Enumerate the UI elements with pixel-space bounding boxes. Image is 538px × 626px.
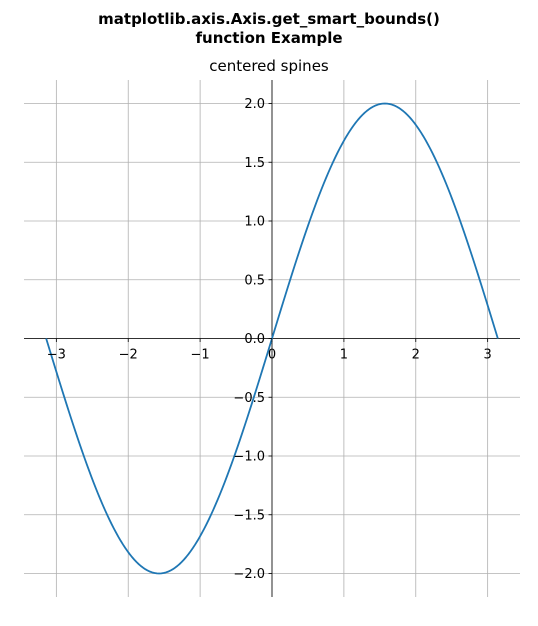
y-tick-label: −1.0 <box>233 450 265 465</box>
x-tick-label: 2 <box>412 348 420 363</box>
x-tick-label: 1 <box>340 348 348 363</box>
y-tick-label: 1.0 <box>244 215 265 230</box>
y-tick-label: 2.0 <box>244 97 265 112</box>
y-tick-label: −2.0 <box>233 567 265 582</box>
y-tick-label: 0.0 <box>244 332 265 347</box>
x-tick-label: −2 <box>119 348 138 363</box>
y-tick-layer: −2.0 −1.5 −1.0 −0.5 0.0 0.5 1.0 1.5 2.0 <box>233 97 272 582</box>
x-tick-label: −1 <box>191 348 210 363</box>
y-tick-label: −0.5 <box>233 391 265 406</box>
x-tick-label: 0 <box>268 348 276 363</box>
x-tick-label: 3 <box>484 348 492 363</box>
axes-title: centered spines <box>209 57 329 75</box>
y-tick-label: 0.5 <box>244 273 265 288</box>
x-tick-label: −3 <box>47 348 66 363</box>
y-tick-label: 1.5 <box>244 156 265 171</box>
figure-title-line-1: matplotlib.axis.Axis.get_smart_bounds() <box>98 10 440 28</box>
x-tick-layer: −3 −2 −1 0 1 2 3 <box>47 338 492 363</box>
y-tick-label: −1.5 <box>233 508 265 523</box>
figure-title-line-2: function Example <box>195 29 343 47</box>
